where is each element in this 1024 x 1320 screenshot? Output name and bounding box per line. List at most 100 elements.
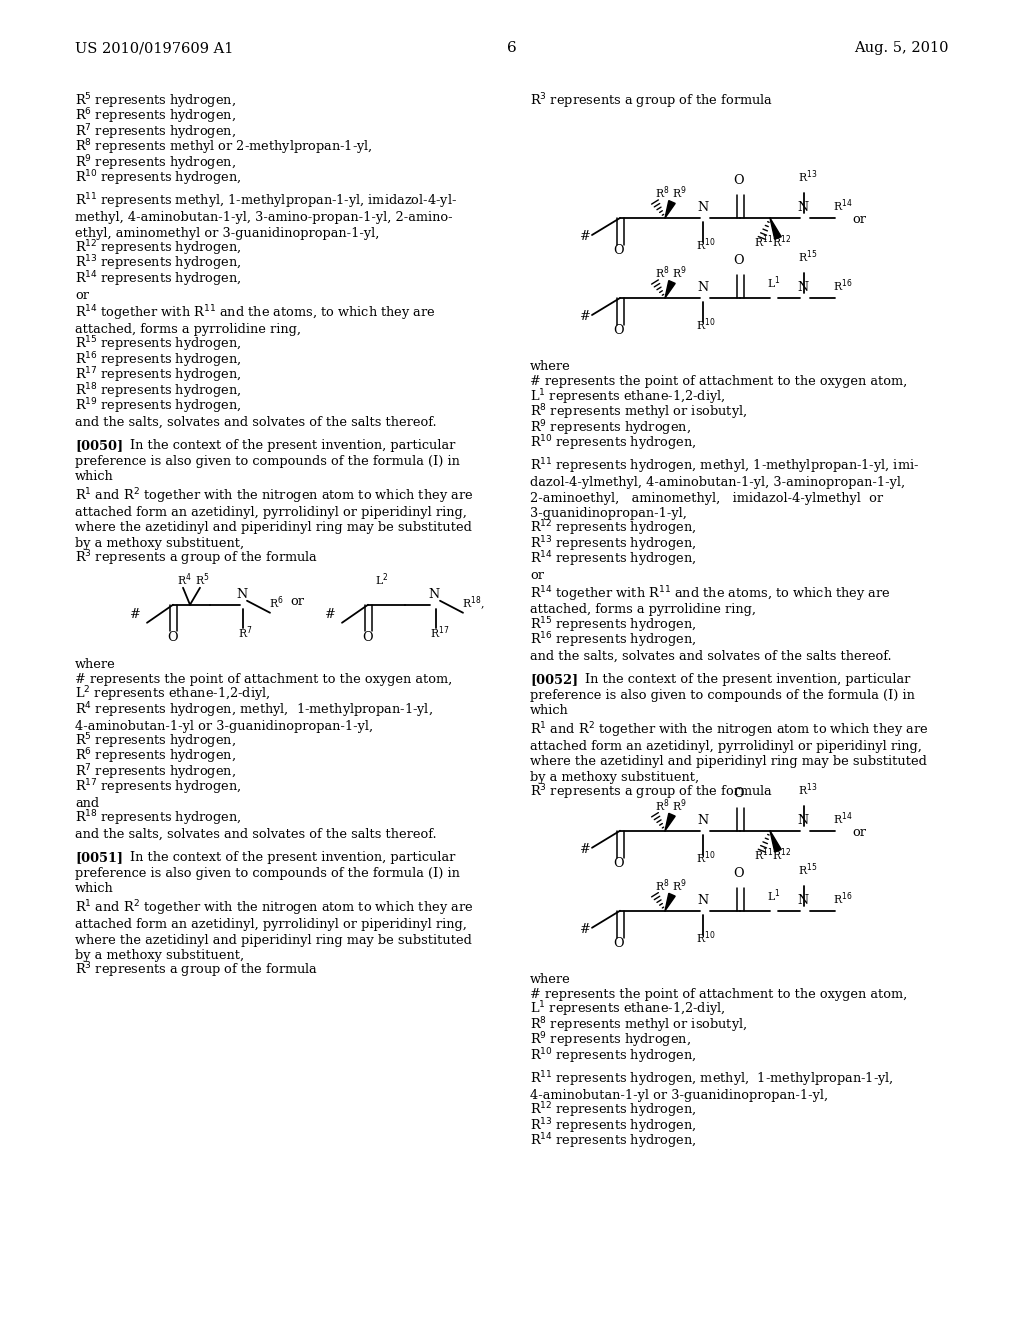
Text: R$^7$: R$^7$ [238,624,253,642]
Text: R$^8$: R$^8$ [655,265,670,281]
Text: R$^{13}$ represents hydrogen,: R$^{13}$ represents hydrogen, [75,253,242,273]
Text: L$^2$ represents ethane-1,2-diyl,: L$^2$ represents ethane-1,2-diyl, [75,685,270,705]
Text: preference is also given to compounds of the formula (I) in: preference is also given to compounds of… [75,867,460,880]
Text: which: which [530,704,568,717]
Text: ethyl, aminomethyl or 3-guanidinopropan-1-yl,: ethyl, aminomethyl or 3-guanidinopropan-… [75,227,379,240]
Text: 4-aminobutan-1-yl or 3-guanidinopropan-1-yl,: 4-aminobutan-1-yl or 3-guanidinopropan-1… [530,1089,828,1102]
Text: R$^9$: R$^9$ [672,185,687,202]
Text: In the context of the present invention, particular: In the context of the present invention,… [130,851,456,865]
Text: R$^5$: R$^5$ [195,572,210,589]
Text: R$^7$ represents hydrogen,: R$^7$ represents hydrogen, [75,763,236,781]
Text: R$^{10}$ represents hydrogen,: R$^{10}$ represents hydrogen, [530,1047,696,1067]
Text: R$^5$ represents hydrogen,: R$^5$ represents hydrogen, [75,731,236,751]
Text: R$^{10}$: R$^{10}$ [696,929,716,946]
Text: R$^3$ represents a group of the formula: R$^3$ represents a group of the formula [530,91,773,111]
Text: R$^{14}$: R$^{14}$ [833,198,853,214]
Text: #: # [580,230,591,243]
Text: R$^{15}$: R$^{15}$ [798,248,817,265]
Text: R$^6$ represents hydrogen,: R$^6$ represents hydrogen, [75,107,236,127]
Text: R$^9$ represents hydrogen,: R$^9$ represents hydrogen, [530,418,691,438]
Text: or: or [852,213,866,226]
Text: R$^{13}$: R$^{13}$ [798,781,817,799]
Text: O: O [613,323,624,337]
Text: where: where [530,973,570,986]
Text: which: which [75,883,114,895]
Text: US 2010/0197609 A1: US 2010/0197609 A1 [75,41,233,55]
Text: R$^8$: R$^8$ [655,185,670,202]
Text: R$^{18}$ represents hydrogen,: R$^{18}$ represents hydrogen, [75,809,242,829]
Text: R$^{19}$ represents hydrogen,: R$^{19}$ represents hydrogen, [75,396,242,416]
Text: by a methoxy substituent,: by a methoxy substituent, [75,537,244,549]
Polygon shape [665,894,675,911]
Text: R$^3$ represents a group of the formula: R$^3$ represents a group of the formula [75,961,318,981]
Text: O: O [613,937,624,950]
Text: L$^1$ represents ethane-1,2-diyl,: L$^1$ represents ethane-1,2-diyl, [530,999,726,1019]
Text: methyl, 4-aminobutan-1-yl, 3-amino-propan-1-yl, 2-amino-: methyl, 4-aminobutan-1-yl, 3-amino-propa… [75,211,453,224]
Text: N: N [697,201,709,214]
Text: R$^{13}$ represents hydrogen,: R$^{13}$ represents hydrogen, [530,1117,696,1135]
Text: O: O [733,253,743,267]
Text: O: O [362,631,373,644]
Text: N: N [797,281,808,294]
Text: R$^4$ represents hydrogen, methyl,  1-methylpropan-1-yl,: R$^4$ represents hydrogen, methyl, 1-met… [75,701,433,719]
Text: R$^{10}$ represents hydrogen,: R$^{10}$ represents hydrogen, [530,433,696,453]
Text: or: or [75,289,89,302]
Text: #: # [580,923,591,936]
Text: [0050]: [0050] [75,440,123,451]
Text: by a methoxy substituent,: by a methoxy substituent, [75,949,244,962]
Text: R$^{14}$ represents hydrogen,: R$^{14}$ represents hydrogen, [75,269,242,289]
Text: O: O [733,787,743,800]
Polygon shape [665,281,675,298]
Text: R$^{11}$ represents hydrogen, methyl, 1-methylpropan-1-yl, imi-: R$^{11}$ represents hydrogen, methyl, 1-… [530,457,920,477]
Text: or: or [530,569,544,582]
Text: N: N [697,281,709,294]
Text: In the context of the present invention, particular: In the context of the present invention,… [130,440,456,451]
Text: O: O [613,857,624,870]
Text: O: O [733,174,743,187]
Text: R$^3$ represents a group of the formula: R$^3$ represents a group of the formula [75,548,318,568]
Text: R$^9$ represents hydrogen,: R$^9$ represents hydrogen, [75,153,236,173]
Text: R$^{14}$ represents hydrogen,: R$^{14}$ represents hydrogen, [530,1131,696,1151]
Polygon shape [770,218,781,239]
Text: 2-aminoethyl,   aminomethyl,   imidazol-4-ylmethyl  or: 2-aminoethyl, aminomethyl, imidazol-4-yl… [530,492,883,504]
Text: R$^{10}$: R$^{10}$ [696,236,716,253]
Text: R$^7$ represents hydrogen,: R$^7$ represents hydrogen, [75,121,236,141]
Text: R$^8$ represents methyl or isobutyl,: R$^8$ represents methyl or isobutyl, [530,1015,748,1035]
Text: R$^{13}$ represents hydrogen,: R$^{13}$ represents hydrogen, [530,535,696,554]
Text: R$^{15}$: R$^{15}$ [798,862,817,878]
Text: attached form an azetidinyl, pyrrolidinyl or piperidinyl ring,: attached form an azetidinyl, pyrrolidiny… [75,919,467,931]
Text: # represents the point of attachment to the oxygen atom,: # represents the point of attachment to … [75,673,453,686]
Text: R$^3$ represents a group of the formula: R$^3$ represents a group of the formula [530,783,773,803]
Text: N: N [797,201,808,214]
Text: attached form an azetidinyl, pyrrolidinyl or piperidinyl ring,: attached form an azetidinyl, pyrrolidiny… [530,739,922,752]
Text: R$^{11}$: R$^{11}$ [754,234,773,251]
Text: dazol-4-ylmethyl, 4-aminobutan-1-yl, 3-aminopropan-1-yl,: dazol-4-ylmethyl, 4-aminobutan-1-yl, 3-a… [530,477,905,490]
Text: R$^8$ represents methyl or 2-methylpropan-1-yl,: R$^8$ represents methyl or 2-methylpropa… [75,137,373,157]
Text: R$^4$: R$^4$ [177,572,191,589]
Text: L$^1$ represents ethane-1,2-diyl,: L$^1$ represents ethane-1,2-diyl, [530,387,726,407]
Text: N: N [697,813,709,826]
Text: R$^8$: R$^8$ [655,797,670,814]
Text: where the azetidinyl and piperidinyl ring may be substituted: where the azetidinyl and piperidinyl rin… [75,521,472,535]
Text: attached, forms a pyrrolidine ring,: attached, forms a pyrrolidine ring, [530,603,756,616]
Text: N: N [236,587,247,601]
Text: R$^{11}$ represents hydrogen, methyl,  1-methylpropan-1-yl,: R$^{11}$ represents hydrogen, methyl, 1-… [530,1069,894,1089]
Text: R$^{16}$ represents hydrogen,: R$^{16}$ represents hydrogen, [75,350,242,370]
Text: or: or [290,595,304,607]
Text: where the azetidinyl and piperidinyl ring may be substituted: where the azetidinyl and piperidinyl rin… [75,933,472,946]
Text: preference is also given to compounds of the formula (I) in: preference is also given to compounds of… [530,689,914,702]
Text: R$^{16}$: R$^{16}$ [833,277,853,294]
Text: # represents the point of attachment to the oxygen atom,: # represents the point of attachment to … [530,989,907,1002]
Text: or: or [852,826,866,838]
Text: and the salts, solvates and solvates of the salts thereof.: and the salts, solvates and solvates of … [75,416,436,429]
Text: 4-aminobutan-1-yl or 3-guanidinopropan-1-yl,: 4-aminobutan-1-yl or 3-guanidinopropan-1… [75,719,373,733]
Text: N: N [697,894,709,907]
Text: preference is also given to compounds of the formula (I) in: preference is also given to compounds of… [75,454,460,467]
Text: R$^{14}$: R$^{14}$ [833,810,853,828]
Polygon shape [665,201,675,218]
Text: [0052]: [0052] [530,673,579,686]
Text: R$^{14}$ represents hydrogen,: R$^{14}$ represents hydrogen, [530,550,696,569]
Text: R$^{17}$: R$^{17}$ [430,624,450,642]
Text: R$^{12}$ represents hydrogen,: R$^{12}$ represents hydrogen, [530,519,696,539]
Text: R$^6$ represents hydrogen,: R$^6$ represents hydrogen, [75,747,236,767]
